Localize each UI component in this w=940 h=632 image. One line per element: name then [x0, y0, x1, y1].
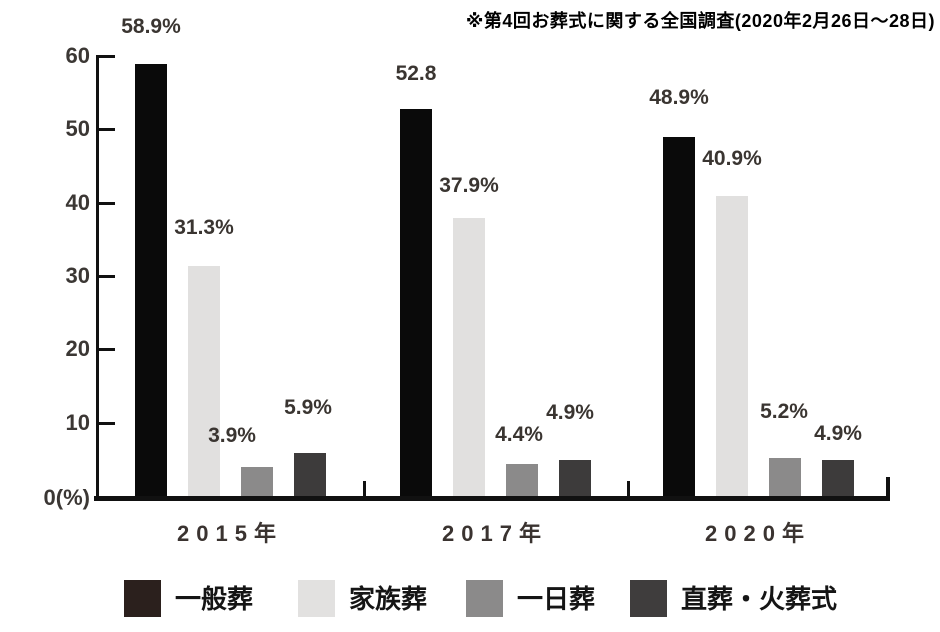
- bar-series0-group1: [400, 109, 432, 496]
- y-axis-tick: [96, 348, 115, 351]
- category-label: 2020年: [705, 521, 811, 546]
- y-tick-label: 20: [65, 336, 90, 361]
- bar-value-label: 4.9%: [814, 422, 862, 445]
- bar-value-label: 31.3%: [174, 216, 234, 239]
- bar-series0-group0: [135, 64, 167, 496]
- y-tick-label: 10: [65, 410, 90, 435]
- x-axis-end-tick: [886, 477, 890, 501]
- y-axis-line: [96, 56, 99, 501]
- legend-label: 一日葬: [517, 584, 596, 614]
- x-axis-group-tick: [627, 481, 630, 496]
- bar-series3-group0: [294, 453, 326, 496]
- category-label: 2017年: [442, 521, 548, 546]
- bar-value-label: 58.9%: [121, 15, 181, 38]
- legend-swatch: [298, 580, 335, 617]
- y-axis-tick: [96, 202, 115, 205]
- y-axis-tick: [96, 275, 115, 278]
- y-axis-tick: [96, 422, 115, 425]
- bar-value-label: 48.9%: [649, 86, 709, 109]
- bar-series2-group1: [506, 464, 538, 496]
- y-axis-tick: [96, 55, 115, 58]
- bar-value-label: 5.9%: [284, 396, 332, 419]
- y-tick-label: 30: [65, 263, 90, 288]
- y-origin-label: 0(%): [43, 485, 90, 510]
- bar-value-label: 4.9%: [546, 401, 594, 424]
- bar-value-label: 3.9%: [208, 424, 256, 447]
- x-axis-line: [94, 496, 890, 501]
- bar-value-label: 4.4%: [495, 423, 543, 446]
- legend-swatch: [466, 580, 503, 617]
- bar-series1-group2: [716, 196, 748, 496]
- y-tick-label: 50: [65, 116, 90, 141]
- y-axis-tick: [96, 128, 115, 131]
- bar-series1-group1: [453, 218, 485, 496]
- legend-label: 一般葬: [175, 584, 254, 614]
- x-axis-group-tick: [363, 481, 366, 496]
- y-tick-label: 60: [65, 43, 90, 68]
- bar-value-label: 5.2%: [760, 400, 808, 423]
- y-tick-label: 40: [65, 190, 90, 215]
- bar-series2-group0: [241, 467, 273, 496]
- bar-series0-group2: [663, 137, 695, 496]
- legend-label: 家族葬: [349, 584, 428, 614]
- bar-value-label: 52.8: [395, 62, 437, 85]
- bar-series3-group1: [559, 460, 591, 496]
- bar-series2-group2: [769, 458, 801, 496]
- legend-label: 直葬・火葬式: [681, 584, 838, 614]
- bar-series1-group0: [188, 266, 220, 496]
- category-label: 2015年: [177, 521, 283, 546]
- bar-value-label: 37.9%: [439, 174, 499, 197]
- bar-value-label: 40.9%: [702, 147, 762, 170]
- legend-swatch: [630, 580, 667, 617]
- bar-series3-group2: [822, 460, 854, 496]
- survey-note: ※第4回お葬式に関する全国調査(2020年2月26日〜28日): [465, 11, 935, 31]
- legend-swatch: [124, 580, 161, 617]
